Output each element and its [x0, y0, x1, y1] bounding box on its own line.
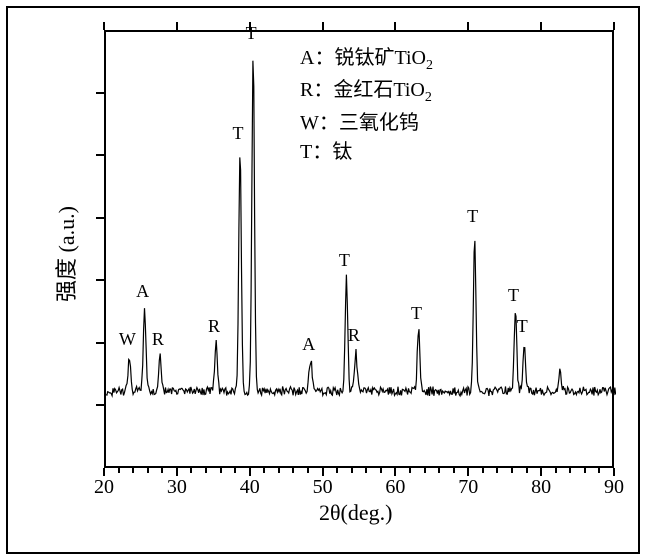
x-tick-minor: [118, 468, 120, 473]
x-tick-minor: [307, 468, 309, 473]
x-tick-minor: [220, 468, 222, 473]
peak-label: T: [467, 206, 478, 227]
x-tick-minor: [147, 468, 149, 473]
legend-entry: R：金红石TiO2: [300, 76, 433, 108]
x-tick: [540, 468, 542, 476]
x-tick-minor: [190, 468, 192, 473]
legend-entry: A：锐钛矿TiO2: [300, 44, 433, 76]
peak-label: R: [348, 325, 360, 346]
x-tick-minor: [526, 468, 528, 473]
x-tick-label: 70: [458, 476, 478, 499]
x-tick: [176, 22, 178, 30]
x-tick-minor: [424, 468, 426, 473]
x-tick-minor: [569, 468, 571, 473]
x-tick-minor: [584, 468, 586, 473]
x-tick-minor: [511, 468, 513, 473]
peak-label: A: [136, 281, 149, 302]
x-tick-minor: [278, 468, 280, 473]
x-tick-label: 80: [531, 476, 551, 499]
peak-label: T: [411, 303, 422, 324]
x-tick-minor: [132, 468, 134, 473]
x-tick-minor: [555, 468, 557, 473]
x-tick: [103, 468, 105, 476]
peak-label: T: [233, 123, 244, 144]
peak-label: W: [119, 329, 136, 350]
figure-frame: 强度 (a.u.) 2θ(deg.) A：锐钛矿TiO2R：金红石TiO2W：三…: [0, 0, 647, 560]
peak-label: R: [208, 316, 220, 337]
y-tick: [96, 154, 104, 156]
y-tick: [96, 342, 104, 344]
x-tick: [103, 22, 105, 30]
x-tick-minor: [380, 468, 382, 473]
x-tick: [467, 22, 469, 30]
x-tick-label: 20: [94, 476, 114, 499]
peak-label: T: [517, 316, 528, 337]
x-tick-minor: [292, 468, 294, 473]
peak-label: T: [246, 23, 257, 44]
x-tick-minor: [205, 468, 207, 473]
x-tick-minor: [598, 468, 600, 473]
x-tick-minor: [453, 468, 455, 473]
peak-label: T: [508, 285, 519, 306]
peak-label: A: [302, 334, 315, 355]
x-tick-minor: [482, 468, 484, 473]
x-tick-minor: [263, 468, 265, 473]
x-tick: [249, 468, 251, 476]
x-tick: [467, 468, 469, 476]
x-tick: [394, 22, 396, 30]
x-tick: [322, 468, 324, 476]
y-tick: [96, 404, 104, 406]
x-tick-label: 40: [240, 476, 260, 499]
x-tick: [540, 22, 542, 30]
y-axis-label: 强度 (a.u.): [49, 206, 81, 302]
x-tick: [613, 468, 615, 476]
x-tick-minor: [438, 468, 440, 473]
x-tick: [394, 468, 396, 476]
x-tick-minor: [496, 468, 498, 473]
x-tick-minor: [234, 468, 236, 473]
legend-entry: W：三氧化钨: [300, 109, 433, 138]
x-tick-label: 30: [167, 476, 187, 499]
x-tick: [322, 22, 324, 30]
x-tick-minor: [365, 468, 367, 473]
y-tick: [96, 279, 104, 281]
x-tick-minor: [161, 468, 163, 473]
x-tick-label: 90: [604, 476, 624, 499]
x-tick-minor: [351, 468, 353, 473]
x-tick: [613, 22, 615, 30]
x-tick-minor: [409, 468, 411, 473]
x-tick: [176, 468, 178, 476]
y-tick: [96, 92, 104, 94]
legend-entry: T：钛: [300, 138, 433, 167]
legend: A：锐钛矿TiO2R：金红石TiO2W：三氧化钨T：钛: [300, 44, 433, 167]
peak-label: T: [339, 250, 350, 271]
x-tick-label: 50: [313, 476, 333, 499]
x-tick-label: 60: [385, 476, 405, 499]
peak-label: R: [152, 329, 164, 350]
y-tick: [96, 217, 104, 219]
x-tick-minor: [336, 468, 338, 473]
x-axis-label: 2θ(deg.): [319, 500, 392, 526]
